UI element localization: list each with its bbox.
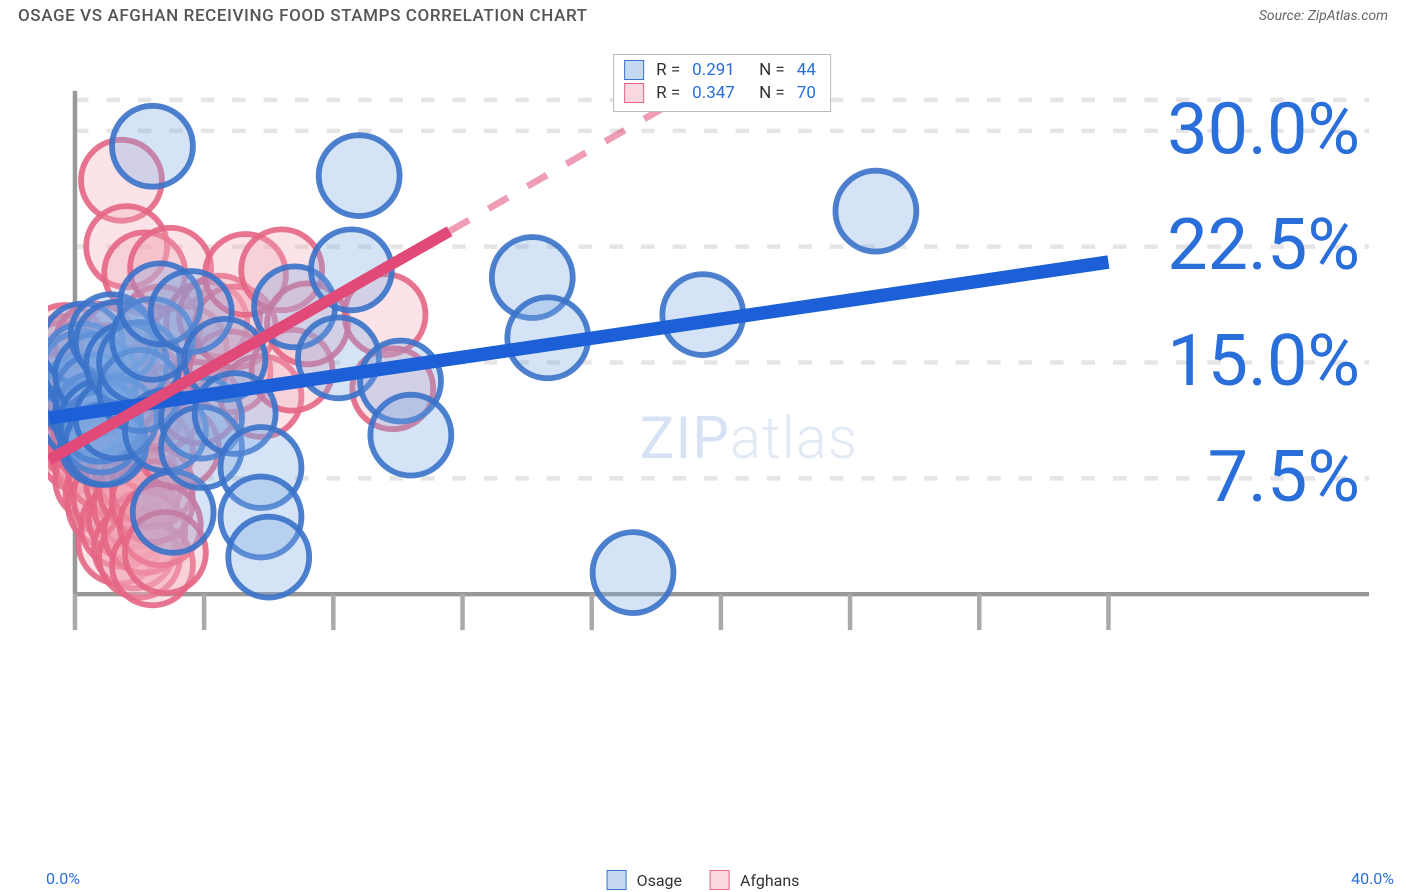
legend-osage: Osage bbox=[607, 870, 682, 890]
svg-text:30.0%: 30.0% bbox=[1167, 86, 1360, 171]
svg-text:22.5%: 22.5% bbox=[1167, 202, 1360, 287]
osage-swatch-2 bbox=[607, 870, 627, 890]
osage-swatch bbox=[624, 60, 644, 80]
afghans-swatch-2 bbox=[710, 870, 730, 890]
scatter-plot: 7.5% 15.0% 22.5% 30.0% bbox=[48, 46, 1396, 720]
series-legend: Osage Afghans bbox=[607, 870, 800, 890]
stats-row-afghans: R = 0.347 N = 70 bbox=[624, 82, 820, 105]
x-max-label: 40.0% bbox=[1351, 869, 1394, 888]
stats-legend: R = 0.291 N = 44 R = 0.347 N = 70 bbox=[613, 54, 831, 112]
source-label: Source: ZipAtlas.com bbox=[1259, 8, 1388, 24]
afghans-swatch bbox=[624, 83, 644, 103]
x-origin-label: 0.0% bbox=[46, 869, 80, 888]
svg-text:15.0%: 15.0% bbox=[1167, 318, 1360, 403]
svg-text:7.5%: 7.5% bbox=[1208, 434, 1360, 519]
legend-afghans: Afghans bbox=[710, 870, 799, 890]
chart-container: Receiving Food Stamps ZIPatlas 7.5%15.0%… bbox=[48, 46, 1396, 864]
stats-row-osage: R = 0.291 N = 44 bbox=[624, 59, 820, 82]
chart-title: OSAGE VS AFGHAN RECEIVING FOOD STAMPS CO… bbox=[18, 6, 588, 26]
